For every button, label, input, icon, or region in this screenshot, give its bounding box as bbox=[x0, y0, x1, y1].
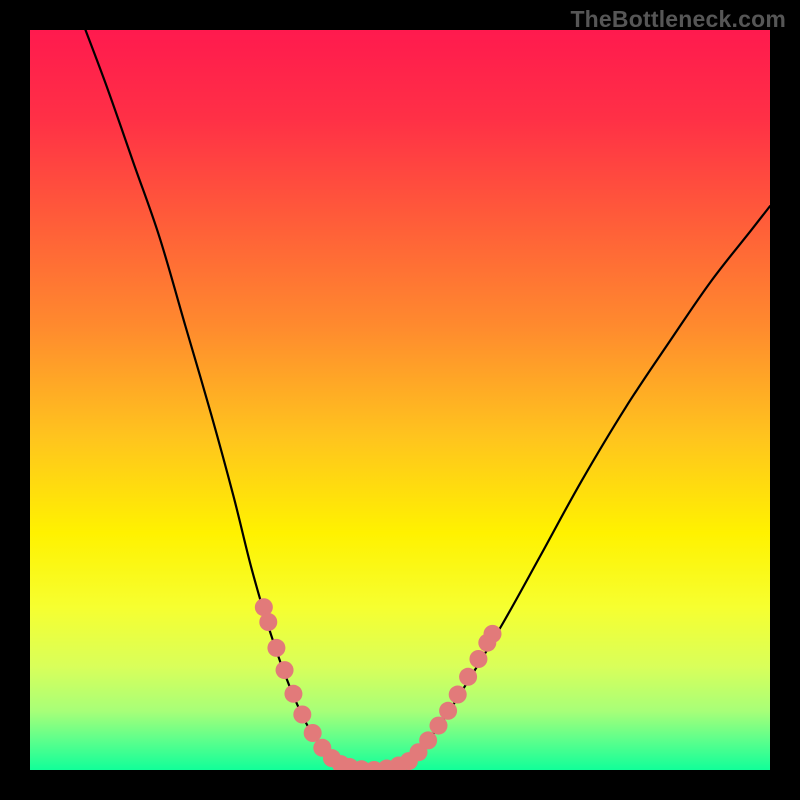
chart-frame: TheBottleneck.com bbox=[0, 0, 800, 800]
marker-left bbox=[276, 661, 294, 679]
marker-left bbox=[259, 613, 277, 631]
marker-left bbox=[284, 685, 302, 703]
marker-left bbox=[267, 639, 285, 657]
marker-right bbox=[419, 731, 437, 749]
marker-right bbox=[484, 625, 502, 643]
marker-right bbox=[459, 668, 477, 686]
marker-right bbox=[439, 702, 457, 720]
marker-left bbox=[304, 724, 322, 742]
watermark-text: TheBottleneck.com bbox=[570, 6, 786, 33]
marker-right bbox=[449, 686, 467, 704]
gradient-background bbox=[30, 30, 770, 770]
marker-right bbox=[429, 717, 447, 735]
chart-svg bbox=[30, 30, 770, 770]
marker-left bbox=[293, 706, 311, 724]
marker-right bbox=[469, 650, 487, 668]
